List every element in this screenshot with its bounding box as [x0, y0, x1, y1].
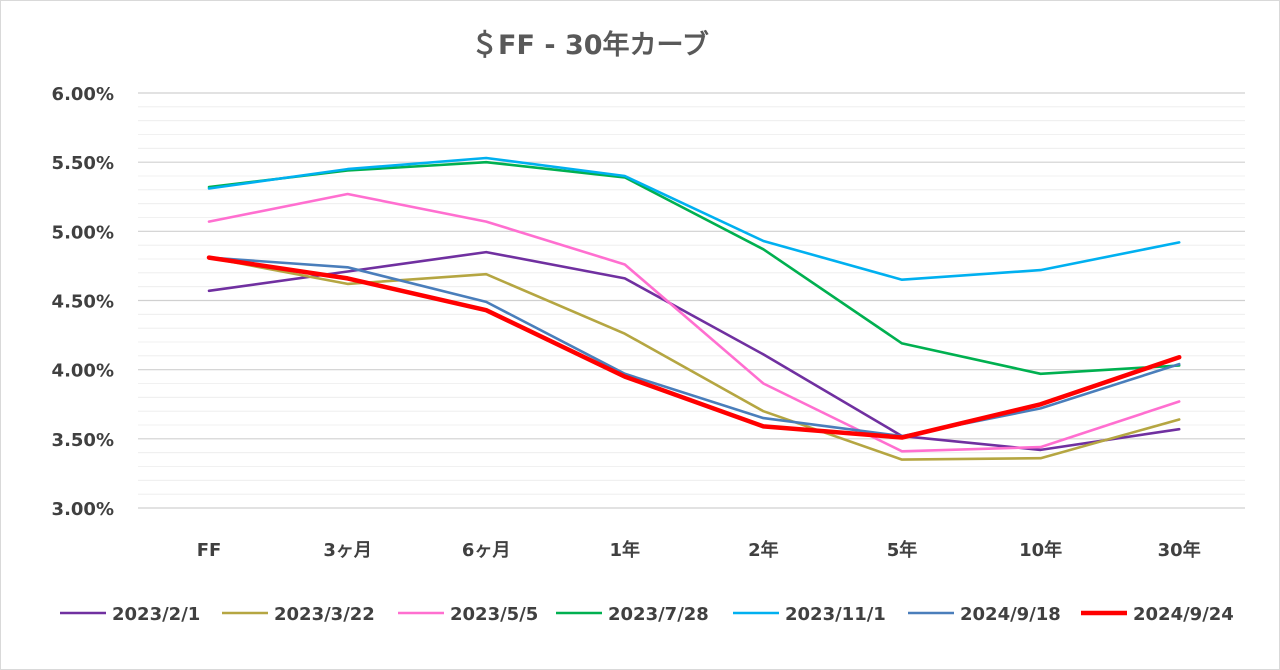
series-line-5: [207, 156, 1181, 282]
legend-label: 2023/5/5: [450, 604, 538, 625]
legend-label: 2023/2/1: [112, 604, 200, 625]
y-tick-label: 5.00%: [52, 222, 114, 243]
x-tick-label: 3ヶ月: [323, 540, 372, 561]
legend-label: 2024/9/24: [1133, 604, 1234, 625]
chart-title: ＄FF - 30年カーブ: [471, 29, 709, 61]
x-axis: FF 3ヶ月 6ヶ月 1年 2年 5年 10年 30年: [197, 539, 1201, 561]
legend-label: 2023/7/28: [608, 604, 709, 625]
legend-label: 2024/9/18: [960, 604, 1061, 625]
series-line-2: [207, 256, 1181, 461]
x-tick-label: FF: [197, 540, 222, 561]
y-tick-label: 6.00%: [52, 84, 114, 105]
legend-label: 2023/3/22: [274, 604, 375, 625]
series-line-4: [207, 160, 1181, 376]
x-tick-label: 5年: [887, 539, 918, 561]
y-tick-label: 5.50%: [52, 153, 114, 174]
y-axis: 6.00% 5.50% 5.00% 4.50% 4.00% 3.50% 3.00%: [52, 84, 114, 520]
series-lines: [206, 156, 1182, 461]
series-line-3: [207, 192, 1181, 453]
grid: [138, 92, 1245, 509]
y-tick-label: 3.00%: [52, 499, 114, 520]
y-tick-label: 4.50%: [52, 292, 114, 313]
legend: 2023/2/1 2023/3/22 2023/5/5 2023/7/28 2023/1…: [60, 604, 1234, 625]
x-tick-label: 2年: [748, 539, 779, 561]
x-tick-label: 10年: [1019, 539, 1062, 561]
y-tick-label: 3.50%: [52, 430, 114, 451]
x-tick-label: 30年: [1158, 539, 1201, 561]
y-tick-label: 4.00%: [52, 361, 114, 382]
series-line-7: [206, 255, 1182, 440]
x-tick-label: 6ヶ月: [462, 540, 511, 561]
legend-label: 2023/11/1: [785, 604, 886, 625]
x-tick-label: 1年: [610, 539, 641, 561]
series-line-6: [207, 256, 1181, 438]
